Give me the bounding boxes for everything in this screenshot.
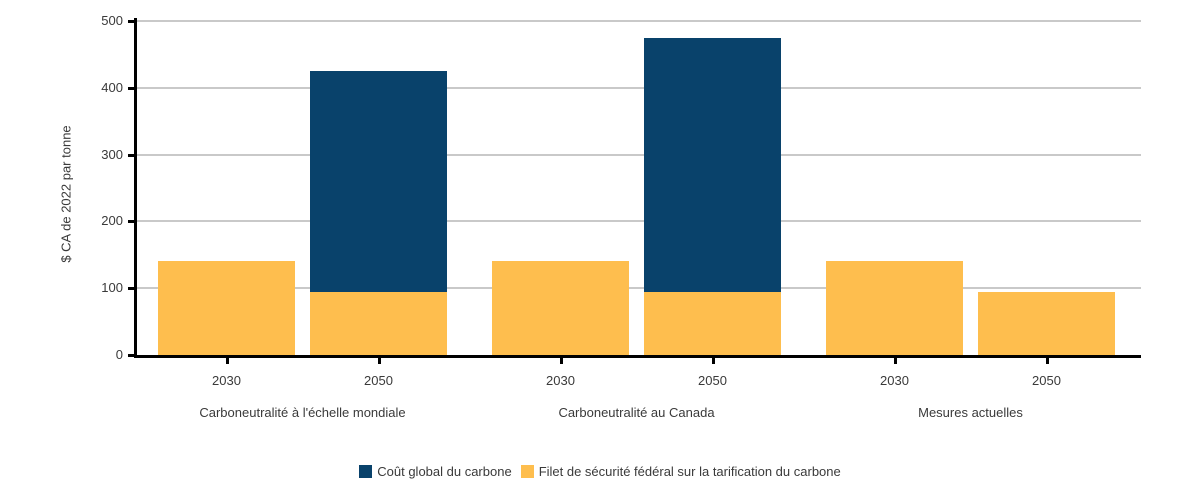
y-axis-tick	[128, 354, 137, 357]
y-axis-tick	[128, 287, 137, 291]
x-axis-tick	[893, 358, 897, 364]
bar-segment-filet-securite[interactable]	[826, 261, 963, 355]
legend-swatch	[359, 465, 373, 478]
x-tick-label: 2050	[1032, 373, 1061, 388]
group-label: Carboneutralité au Canada	[558, 405, 715, 420]
x-tick-label: 2030	[880, 373, 909, 388]
x-axis-tick	[225, 358, 229, 364]
gridline	[137, 220, 1141, 223]
x-axis-tick	[377, 358, 381, 364]
bar-segment-filet-securite[interactable]	[158, 261, 295, 355]
y-tick-label: 0	[115, 347, 123, 362]
y-tick-label: 400	[101, 79, 123, 95]
group-label: Carboneutralité à l'échelle mondiale	[199, 405, 406, 420]
bar-segment-filet-securite[interactable]	[310, 291, 447, 355]
x-axis-tick	[1045, 358, 1049, 364]
legend-label: Coût global du carbone	[377, 464, 512, 479]
y-tick-label: 300	[101, 146, 123, 162]
legend-label: Filet de sécurité fédéral sur la tarific…	[538, 464, 841, 479]
group-label: Mesures actuelles	[918, 405, 1023, 420]
legend-swatch	[520, 465, 534, 478]
y-axis-line	[134, 18, 137, 358]
gridline	[137, 153, 1141, 156]
y-axis-tick	[128, 153, 137, 157]
bar-segment-filet-securite[interactable]	[492, 261, 629, 355]
x-axis-line	[134, 355, 1141, 358]
bar-segment-filet-securite[interactable]	[644, 291, 781, 355]
y-tick-label: 200	[101, 213, 123, 229]
y-axis-tick	[128, 86, 137, 90]
gridline	[137, 287, 1141, 290]
gridline	[137, 20, 1141, 22]
x-tick-label: 2030	[212, 373, 241, 388]
legend: Coût global du carbone Filet de sécurité …	[0, 464, 1200, 479]
x-tick-label: 2050	[698, 373, 727, 388]
y-tick-label: 500	[101, 13, 123, 28]
x-tick-label: 2030	[546, 373, 575, 388]
y-axis-tick	[128, 20, 137, 23]
y-axis-title: $ CA de 2022 par tonne	[58, 125, 74, 263]
y-tick-label: 100	[101, 280, 123, 296]
legend-item[interactable]: Filet de sécurité fédéral sur la tarific…	[520, 464, 841, 479]
x-axis-tick	[711, 358, 715, 364]
bar-segment-filet-securite[interactable]	[978, 291, 1115, 355]
plot-area	[137, 20, 1141, 355]
x-tick-label: 2050	[364, 373, 393, 388]
legend-item[interactable]: Coût global du carbone	[359, 464, 512, 479]
x-axis-tick	[559, 358, 563, 364]
gridline	[137, 86, 1141, 89]
y-axis-tick	[128, 220, 137, 224]
